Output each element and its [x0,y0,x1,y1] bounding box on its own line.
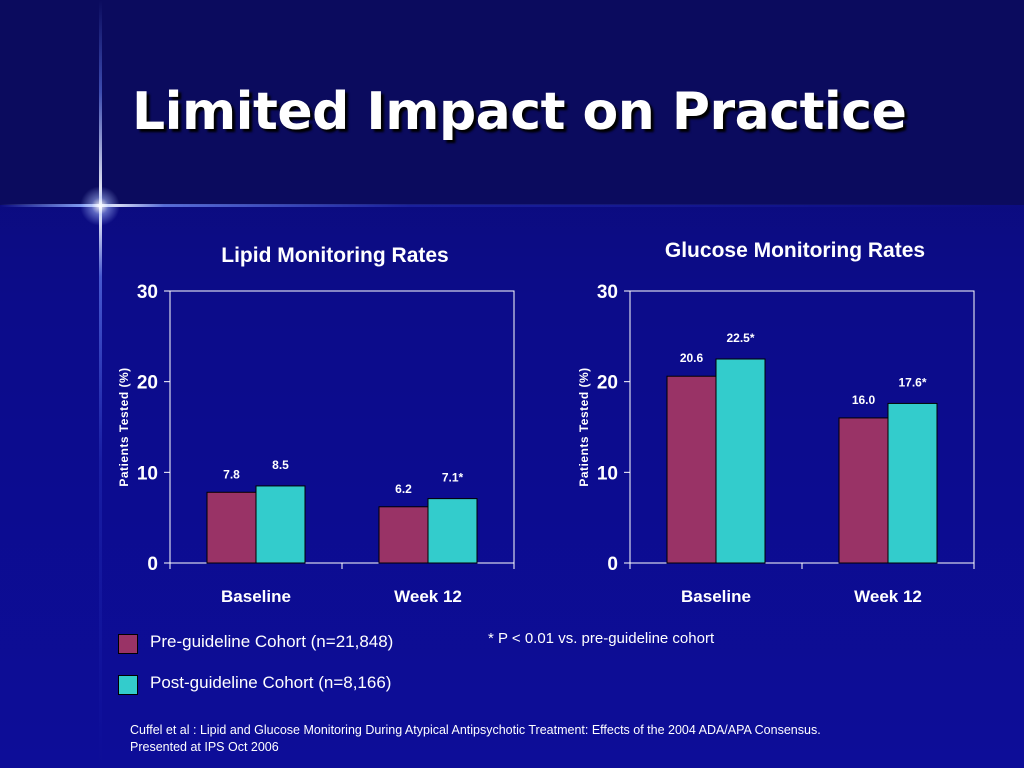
y-axis-title: Patients Tested (%) [117,367,131,486]
legend-swatch-pre [118,634,138,654]
citation-line-1: Cuffel et al : Lipid and Glucose Monitor… [130,723,821,737]
citation: Cuffel et al : Lipid and Glucose Monitor… [130,722,821,756]
data-label: 6.2 [395,482,412,496]
legend-swatch-post [118,675,138,695]
y-tick-label: 10 [597,463,618,484]
data-label: 7.8 [223,467,240,481]
glucose-chart-plot: 0 10 20 30 Patients Tested (%) Baseline 20.6 22… [577,282,975,606]
significance-footnote: * P < 0.01 vs. pre-guideline cohort [488,630,715,647]
lipid-monitoring-chart: Lipid Monitoring Rates 0 10 20 30 Patients T… [100,230,570,620]
title-band [0,0,1024,205]
y-tick-label: 20 [597,373,618,394]
data-label: 7.1* [442,471,464,485]
data-label: 16.0 [852,393,876,407]
bar-post [427,498,478,564]
citation-line-2: Presented at IPS Oct 2006 [130,740,279,754]
chart-title: Lipid Monitoring Rates [221,244,449,267]
x-tick-label: Week 12 [394,587,462,606]
slide-title: Limited Impact on Practice [132,82,907,142]
y-axis-title: Patients Tested (%) [577,367,591,486]
light-flare-horizontal [0,204,1024,207]
lipid-chart-plot: 0 10 20 30 Patients Tested (%) Baseline 7.8 8.5… [117,282,515,606]
data-label: 22.5* [726,331,754,345]
x-tick-label: Week 12 [854,587,922,606]
legend-label-post: Post-guideline Cohort (n=8,166) [150,673,392,692]
bar-post [887,402,938,564]
legend-label-pre: Pre-guideline Cohort (n=21,848) [150,632,394,651]
x-tick-label: Baseline [681,587,751,606]
bar-pre [206,491,257,564]
bar-pre [378,506,429,564]
y-tick-label: 0 [607,554,618,575]
x-tick-label: Baseline [221,587,291,606]
bar-pre [666,375,717,564]
y-tick-label: 30 [597,282,618,303]
data-label: 8.5 [272,458,289,472]
data-label: 17.6* [898,375,926,389]
glucose-monitoring-chart: Glucose Monitoring Rates 0 10 20 30 Patients… [560,230,1024,620]
bar-post [255,485,306,564]
light-flare-vertical [99,0,102,768]
light-flare-glow [80,186,120,226]
y-tick-label: 10 [137,463,158,484]
bar-pre [838,417,889,564]
y-tick-label: 0 [147,554,158,575]
chart-title: Glucose Monitoring Rates [664,239,926,262]
bar-post [715,358,766,564]
data-label: 20.6 [680,351,704,365]
y-tick-label: 30 [137,282,158,303]
y-tick-label: 20 [137,373,158,394]
